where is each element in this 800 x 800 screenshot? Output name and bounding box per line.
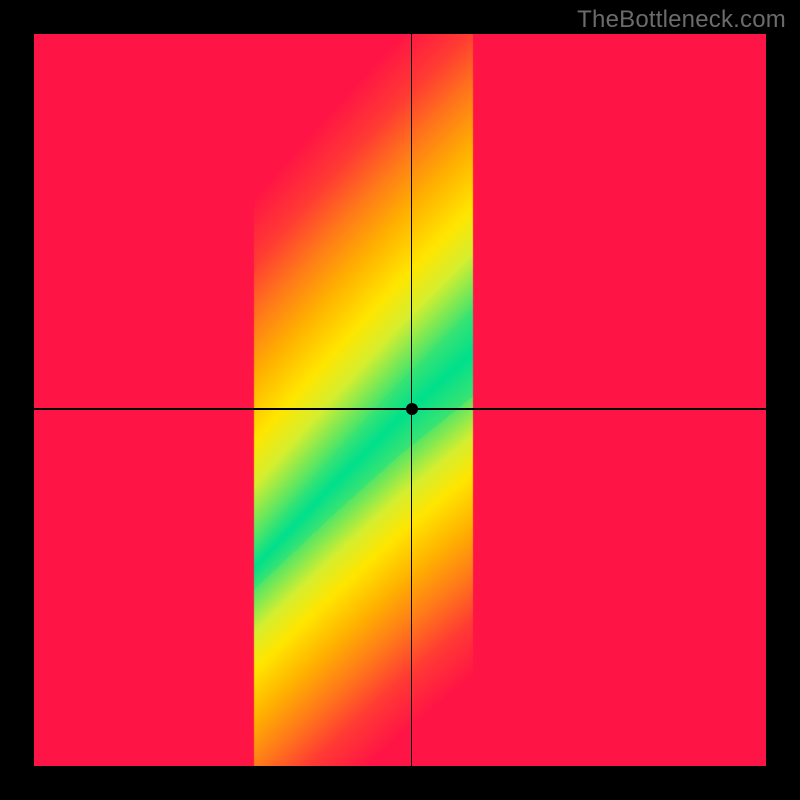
crosshair-horizontal [34,408,766,410]
plot-area [34,34,766,766]
crosshair-dot [406,403,418,415]
crosshair-vertical [411,34,413,766]
watermark-text: TheBottleneck.com [577,6,786,34]
heatmap-canvas [34,34,766,766]
